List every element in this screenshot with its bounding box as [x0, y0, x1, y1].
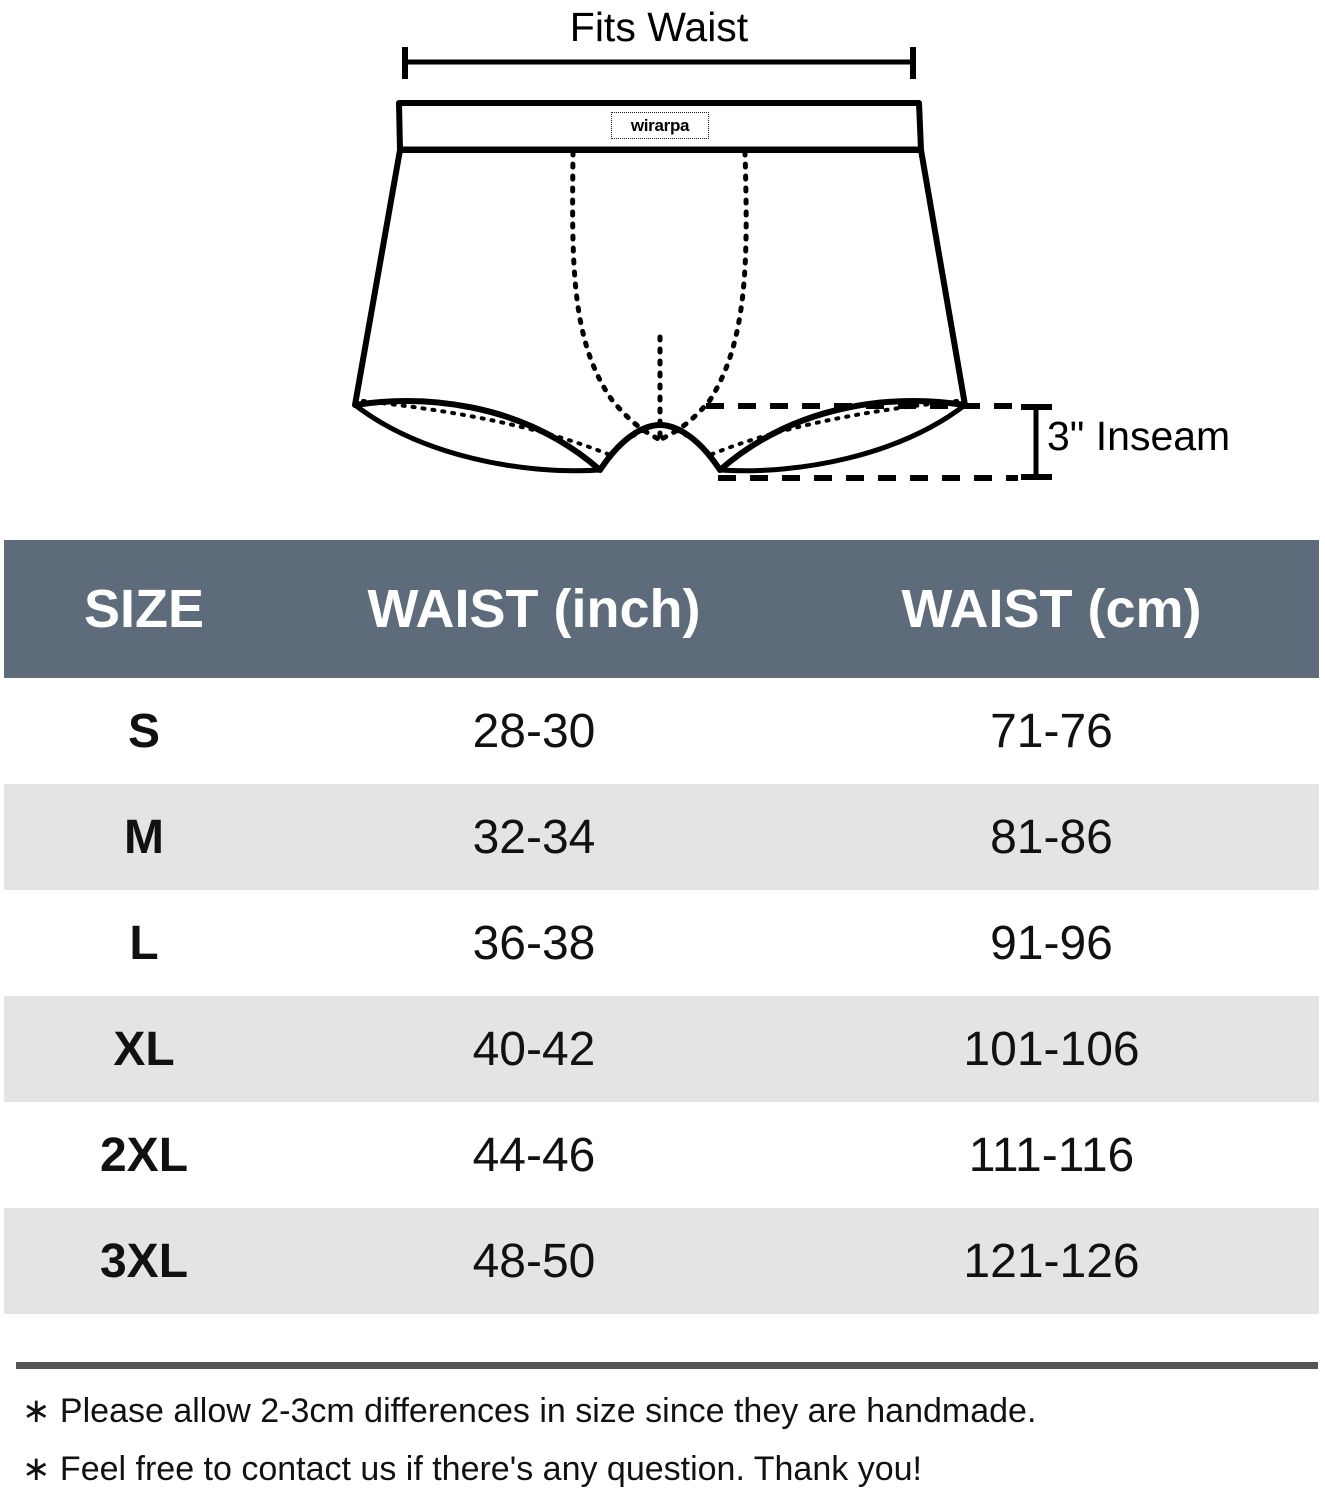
- table-header-row: SIZE WAIST (inch) WAIST (cm): [4, 540, 1319, 678]
- column-header-size: SIZE: [83, 579, 205, 639]
- table-row: XL 40-42 101-106: [4, 996, 1319, 1102]
- cell-waist-cm: 121-126: [963, 1234, 1140, 1288]
- cell-size: L: [129, 916, 159, 970]
- table-row: M 32-34 81-86: [4, 784, 1319, 890]
- cell-size: XL: [113, 1022, 175, 1076]
- cell-size: 2XL: [99, 1128, 189, 1182]
- fits-waist-label: Fits Waist: [569, 4, 749, 50]
- brand-tag: wirarpa: [611, 112, 709, 139]
- inseam-measure-bracket-icon: [1021, 404, 1052, 480]
- column-header-waist-cm: WAIST (cm): [901, 579, 1202, 639]
- cell-size: S: [127, 704, 160, 758]
- cell-waist-inch: 40-42: [472, 1022, 596, 1076]
- inseam-guide-dashed-lines: [706, 403, 1018, 481]
- cell-waist-inch: 28-30: [472, 704, 596, 758]
- cell-waist-cm: 111-116: [968, 1128, 1135, 1182]
- inseam-label: 3" Inseam: [1047, 413, 1231, 459]
- boxer-brief-outline-icon: [352, 47, 1052, 481]
- leg-hem-dotted-lines: [361, 399, 959, 457]
- cell-waist-inch: 32-34: [472, 810, 596, 864]
- cell-size: 3XL: [99, 1234, 189, 1288]
- footer-note: ∗ Feel free to contact us if there's any…: [22, 1450, 922, 1488]
- waist-measure-bracket-icon: [402, 47, 916, 79]
- table-row: 3XL 48-50 121-126: [4, 1208, 1319, 1314]
- cell-waist-cm: 81-86: [990, 810, 1113, 864]
- table-row: 2XL 44-46 111-116: [4, 1102, 1319, 1208]
- cell-waist-inch: 48-50: [472, 1234, 596, 1288]
- cell-size: M: [124, 810, 164, 864]
- size-chart-table: SIZE WAIST (inch) WAIST (cm) S 28-30 71-…: [4, 540, 1319, 1314]
- column-header-waist-inch: WAIST (inch): [367, 579, 701, 639]
- table-row: L 36-38 91-96: [4, 890, 1319, 996]
- cell-waist-cm: 71-76: [990, 704, 1113, 758]
- cell-waist-cm: 101-106: [963, 1022, 1140, 1076]
- footer-notes: ∗ Please allow 2-3cm differences in size…: [22, 1382, 1317, 1498]
- table-body: S 28-30 71-76 M 32-34 81-86 L 36-38 91-9…: [4, 678, 1319, 1314]
- footer-divider: [16, 1362, 1318, 1369]
- cell-waist-cm: 91-96: [990, 916, 1113, 970]
- garment-diagram: Fits Waist 3" Inseam wirarpa: [0, 0, 1325, 520]
- footer-note: ∗ Please allow 2-3cm differences in size…: [22, 1392, 1037, 1430]
- cell-waist-inch: 44-46: [472, 1128, 596, 1182]
- cell-waist-inch: 36-38: [472, 916, 596, 970]
- garment-body: [352, 100, 968, 474]
- brand-tag-label: wirarpa: [630, 116, 690, 135]
- table-row: S 28-30 71-76: [4, 678, 1319, 784]
